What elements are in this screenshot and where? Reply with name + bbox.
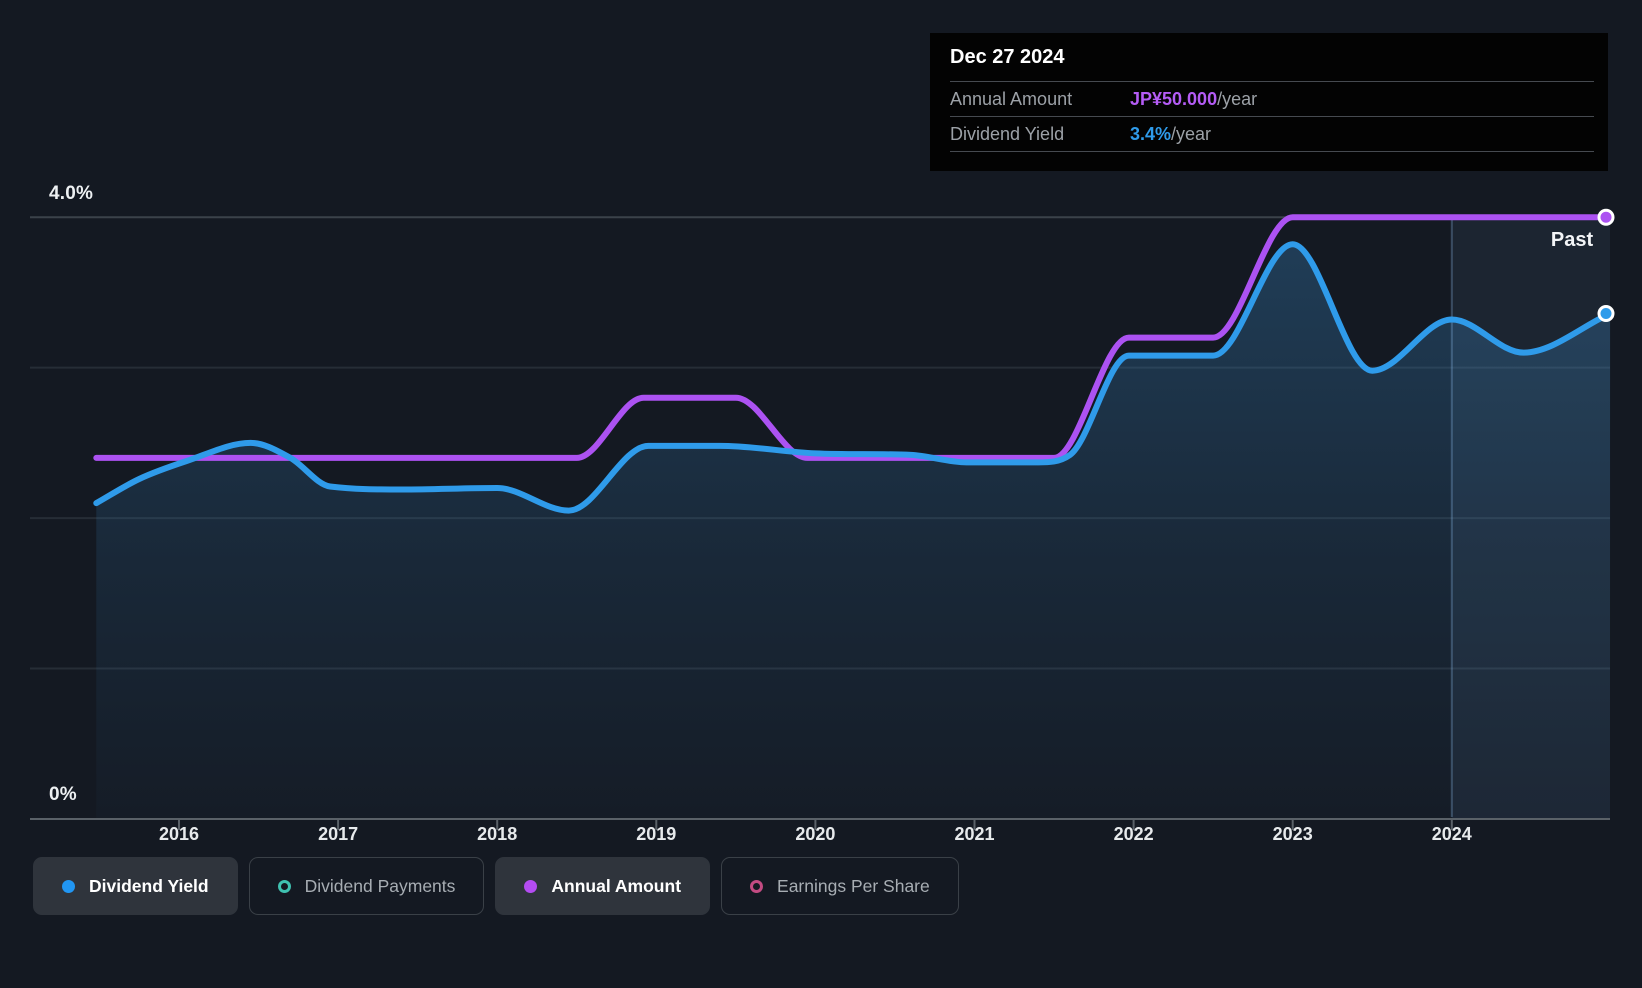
legend-dividend-yield-button[interactable]: Dividend Yield bbox=[33, 857, 238, 915]
dividend-yield-end-marker bbox=[1597, 304, 1615, 322]
dividend-yield-dot-icon bbox=[62, 879, 75, 893]
x-axis-label-2021: 2021 bbox=[954, 824, 995, 844]
tooltip-row-dividend-yield: Dividend Yield 3.4% /year bbox=[950, 116, 1594, 151]
tooltip-rows: Annual Amount JP¥50.000 /year Dividend Y… bbox=[950, 81, 1594, 152]
tooltip-unit: /year bbox=[1171, 124, 1212, 144]
tooltip-unit: /year bbox=[1217, 89, 1258, 109]
tooltip-label: Annual Amount bbox=[950, 89, 1073, 109]
legend-label: Dividend Payments bbox=[304, 875, 456, 896]
annual-amount-dot-icon bbox=[524, 879, 538, 893]
x-axis-label-2016: 2016 bbox=[158, 824, 200, 844]
dividend-yield-line bbox=[93, 241, 1614, 514]
y-axis-label-4pct: 4.0% bbox=[49, 183, 94, 204]
earnings-per-share-ring-icon bbox=[750, 879, 764, 893]
x-axis-label-2018: 2018 bbox=[477, 824, 518, 844]
x-axis-label-2022: 2022 bbox=[1113, 824, 1154, 844]
legend-annual-amount-button[interactable]: Annual Amount bbox=[495, 857, 711, 915]
dividend-payments-ring-icon bbox=[277, 879, 291, 893]
y-axis-label-0pct: 0% bbox=[49, 784, 77, 805]
tooltip-value-dividend-yield: 3.4% bbox=[1130, 124, 1172, 144]
tooltip-row-annual-amount: Annual Amount JP¥50.000 /year bbox=[950, 81, 1594, 116]
dividend-yield-area-fill bbox=[96, 244, 1611, 819]
legend-earnings-per-share-button[interactable]: Earnings Per Share bbox=[721, 857, 959, 915]
legend-dividend-payments-button[interactable]: Dividend Payments bbox=[248, 857, 485, 915]
x-axis-label-2019: 2019 bbox=[636, 824, 677, 844]
tooltip-label: Dividend Yield bbox=[950, 124, 1065, 144]
legend-label: Annual Amount bbox=[551, 875, 682, 896]
x-axis-label-2023: 2023 bbox=[1272, 824, 1313, 844]
annual-amount-end-marker bbox=[1597, 208, 1615, 226]
tooltip-value-annual-amount: JP¥50.000 bbox=[1130, 89, 1218, 109]
tooltip-date: Dec 27 2024 bbox=[950, 46, 1065, 68]
recent-period-highlight-band bbox=[1451, 220, 1610, 818]
x-axis-label-2017: 2017 bbox=[318, 824, 359, 844]
chart-tooltip: Dec 27 2024 Annual Amount JP¥50.000 /yea… bbox=[930, 33, 1608, 171]
x-axis-label-2024: 2024 bbox=[1431, 824, 1472, 844]
chart-legend: Dividend Yield Dividend Payments Annual … bbox=[33, 857, 959, 915]
past-region-label: Past bbox=[1550, 229, 1594, 251]
x-axis-label-2020: 2020 bbox=[795, 824, 836, 844]
legend-label: Dividend Yield bbox=[89, 875, 209, 896]
legend-label: Earnings Per Share bbox=[777, 875, 930, 896]
